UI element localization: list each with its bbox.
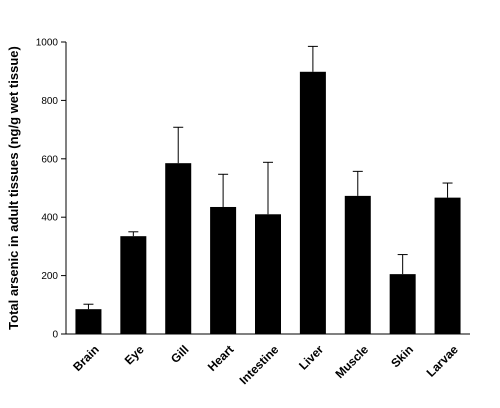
bar-intestine bbox=[255, 214, 281, 334]
y-axis-ticks: 0 200 400 600 800 1000 bbox=[36, 38, 66, 341]
y-tick-label: 0 bbox=[52, 330, 58, 341]
bar-muscle bbox=[344, 195, 371, 334]
bar-heart bbox=[210, 206, 237, 334]
bar-larvae bbox=[434, 197, 461, 334]
bar-liver bbox=[299, 71, 326, 334]
x-tick-label-larvae: Larvae bbox=[424, 342, 461, 379]
y-axis-label: Total arsenic in adult tissues (ng/g wet… bbox=[6, 46, 21, 330]
x-tick-label-skin: Skin bbox=[388, 342, 416, 370]
y-tick-label: 200 bbox=[41, 271, 58, 282]
x-tick-label-gill: Gill bbox=[168, 342, 192, 366]
x-tick-label-eye: Eye bbox=[122, 342, 147, 367]
bars-group bbox=[75, 45, 461, 334]
x-tick-label-muscle: Muscle bbox=[332, 342, 371, 381]
x-tick-label-brain: Brain bbox=[70, 342, 102, 374]
bar-eye bbox=[120, 236, 147, 334]
y-tick-label: 400 bbox=[41, 213, 58, 224]
bar-gill bbox=[165, 163, 192, 334]
bar-brain bbox=[75, 309, 102, 334]
y-tick-label: 800 bbox=[41, 96, 58, 107]
y-tick-label: 600 bbox=[41, 154, 58, 165]
bar-skin bbox=[389, 274, 416, 334]
x-tick-label-intestine: Intestine bbox=[237, 342, 282, 387]
x-axis-ticks: Brain Eye Gill Heart Intestine Liver Muscle Ski… bbox=[70, 342, 461, 387]
x-tick-label-heart: Heart bbox=[205, 342, 237, 374]
y-tick-label: 1000 bbox=[36, 38, 59, 49]
x-tick-label-liver: Liver bbox=[296, 342, 326, 372]
